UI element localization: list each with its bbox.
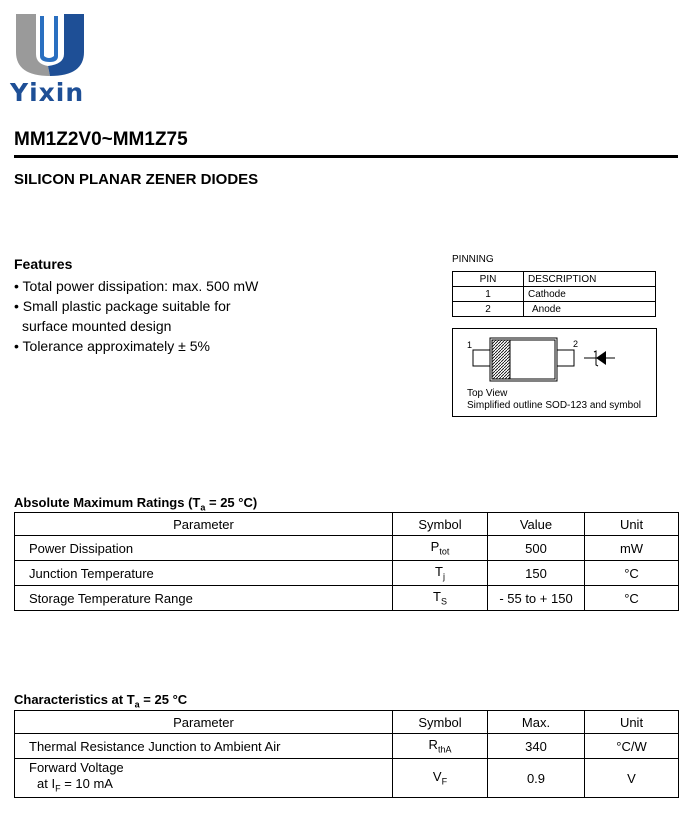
header-cell: Max.	[487, 710, 585, 734]
header-cell: PIN	[452, 271, 524, 287]
characteristics-table: Parameter Symbol Max. Unit Thermal Resis…	[14, 710, 679, 798]
feature-item: surface mounted design	[22, 318, 172, 334]
header-cell: Parameter	[14, 710, 393, 734]
pin2-label: 2	[573, 339, 579, 349]
table-row: Storage Temperature Range TS - 55 to + 150…	[14, 585, 679, 611]
table-row: Thermal Resistance Junction to Ambient A…	[14, 733, 679, 759]
table-row: Forward Voltage at IF = 10 mA VF 0.9 V	[14, 758, 679, 798]
feature-item: • Total power dissipation: max. 500 mW	[14, 278, 259, 294]
yixin-logo	[16, 14, 84, 76]
pinning-heading: PINNING	[452, 254, 494, 265]
abs-max-table: Parameter Symbol Value Unit Power Dissip…	[14, 512, 679, 611]
features-heading: Features	[14, 256, 73, 272]
header-cell: Unit	[584, 512, 679, 536]
cell: Anode	[523, 301, 656, 317]
caption-line: Simplified outline SOD-123 and symbol	[467, 400, 641, 411]
diagram-caption: Top View Simplified outline SOD-123 and …	[467, 388, 641, 412]
header-cell: Symbol	[392, 512, 488, 536]
subtitle: SILICON PLANAR ZENER DIODES	[14, 171, 259, 188]
header-cell: Symbol	[392, 710, 488, 734]
feature-item: • Tolerance approximately ± 5%	[14, 338, 210, 354]
page-title: MM1Z2V0~MM1Z75	[14, 129, 188, 150]
header-cell: DESCRIPTION	[523, 271, 656, 287]
pinning-table: PIN DESCRIPTION 1 Cathode 2 Anode	[452, 271, 656, 317]
header-cell: Unit	[584, 710, 679, 734]
table-row: Power Dissipation Ptot 500 mW	[14, 535, 679, 561]
cell: Cathode	[523, 286, 656, 302]
cell: 1	[452, 286, 524, 302]
sod123-outline-icon	[472, 337, 615, 382]
divider	[14, 155, 678, 158]
package-diagram: 1 2 Top View Simplified outline SOD-123 …	[452, 328, 657, 417]
pin1-label: 1	[467, 340, 473, 350]
features-list: • Total power dissipation: max. 500 mW •…	[14, 276, 258, 356]
characteristics-heading: Characteristics at Ta = 25 °C	[14, 692, 188, 710]
header-cell: Value	[487, 512, 585, 536]
feature-item: • Small plastic package suitable for	[14, 298, 231, 314]
cell: 2	[452, 301, 524, 317]
caption-line: Top View	[467, 388, 508, 399]
table-row: Junction Temperature Tj 150 °C	[14, 560, 679, 586]
logo-text: Yixin	[10, 78, 85, 107]
abs-max-heading: Absolute Maximum Ratings (Ta = 25 °C)	[14, 495, 258, 513]
header-cell: Parameter	[14, 512, 393, 536]
